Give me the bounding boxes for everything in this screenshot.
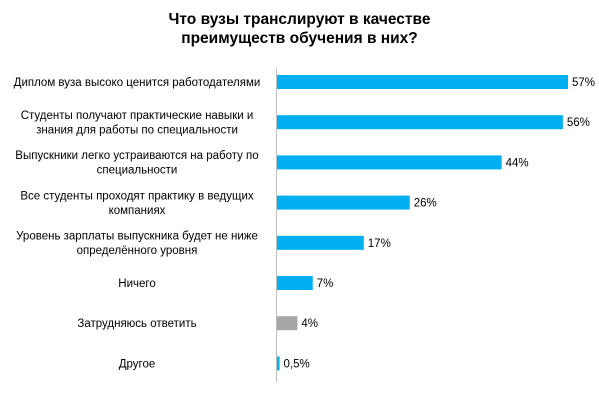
category-label-2: Выпускники легко устраиваются на работу … [15,150,258,177]
value-label-3: 26% [414,198,437,210]
category-label-3-line-1: компаниях [109,205,166,217]
category-label-5-line-0: Ничего [118,278,155,290]
bar-1 [277,115,563,130]
bar-7 [277,356,280,371]
bar-0 [277,75,568,89]
category-label-1-line-1: знания для работы по специальности [36,124,238,136]
category-label-1-line-0: Студенты получают практические навыки и [21,110,254,122]
category-label-3: Все студенты проходят практику в ведущих… [20,190,254,217]
bar-5 [277,276,313,290]
category-label-3-line-0: Все студенты проходят практику в ведущих [20,190,254,202]
bar-2 [277,155,502,170]
value-label-2: 44% [506,157,529,169]
value-label-6: 4% [301,318,318,330]
category-label-4-line-0: Уровень зарплаты выпускника будет не ниж… [16,231,258,243]
category-label-4: Уровень зарплаты выпускника будет не ниж… [16,231,258,257]
bar-4 [277,235,364,250]
category-label-0-line-0: Диплом вуза высоко ценится работодателям… [14,77,261,89]
category-label-4-line-1: определённого уровня [77,245,198,257]
value-label-5: 7% [317,278,334,290]
bar-3 [277,195,410,210]
category-label-7-line-0: Другое [119,358,156,370]
chart-title-line-2: преимуществ обучения в них? [181,30,418,47]
category-label-2-line-1: специальности [97,165,178,177]
value-label-1: 56% [567,117,590,129]
category-label-1: Студенты получают практические навыки и з… [21,110,254,137]
value-label-4: 17% [368,238,391,250]
category-label-2-line-0: Выпускники легко устраиваются на работу … [15,150,258,162]
category-label-5: Ничего [118,278,155,290]
category-label-6-line-0: Затрудняюсь ответить [77,318,196,330]
chart-title-line-1: Что вузы транслируют в качестве [168,11,431,28]
category-label-0: Диплом вуза высоко ценится работодателям… [14,77,261,89]
value-label-7: 0,5% [284,358,310,370]
bar-6 [277,316,298,331]
value-label-0: 57% [572,77,595,89]
category-label-7: Другое [119,358,156,370]
chart-title: Что вузы транслируют в качестве преимуще… [0,10,599,48]
category-label-6: Затрудняюсь ответить [77,318,196,330]
